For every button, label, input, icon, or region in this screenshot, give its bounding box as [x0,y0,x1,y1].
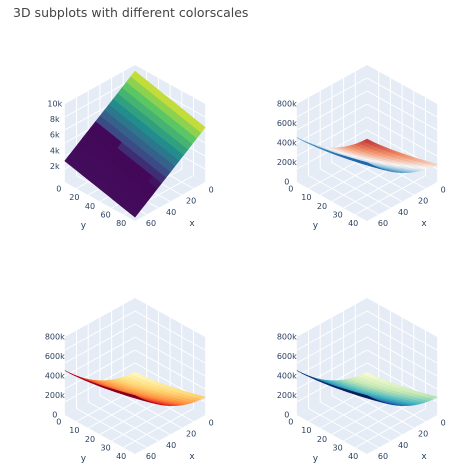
z-tick-label: 400k [277,372,297,381]
surface-patch [130,207,140,218]
y-tick-label: 0 [56,185,61,194]
x-tick-label: 60 [146,219,156,228]
x-tick-label: 0 [209,419,214,428]
z-tick-label: 800k [277,100,297,109]
y-axis-title: y [313,454,319,464]
x-tick-label: 60 [146,452,156,461]
x-tick-label: 40 [398,441,408,450]
y-tick-label: 30 [333,211,343,220]
z-tick-label: 600k [277,352,297,361]
surface-patch [362,394,372,398]
surface-patch [362,161,372,165]
y-axis-title: y [81,221,87,231]
x-tick-label: 20 [418,197,428,206]
surface [64,70,206,218]
y-tick-label: 0 [288,418,293,427]
z-tick-label: 4k [50,146,60,155]
surface [296,370,439,407]
x-tick-label: 40 [166,441,176,450]
y-tick-label: 60 [101,211,111,220]
x-tick-label: 40 [398,208,408,217]
z-tick-label: 200k [45,391,65,400]
y-tick-label: 80 [116,219,126,228]
x-tick-label: 0 [209,186,214,195]
y-tick-label: 30 [101,444,111,453]
z-tick-label: 800k [277,333,297,342]
z-tick-label: 10k [47,100,62,109]
surface [296,137,439,174]
y-tick-label: 20 [69,193,79,202]
z-tick-label: 6k [50,131,60,140]
y-tick-label: 10 [301,426,311,435]
x-tick-label: 20 [186,430,196,439]
subplot-bottom-left: 0 200k 400k 600k 800k 0 10 20 30 40 0 20 40 60 y x [45,298,214,464]
z-tick-label: 600k [277,119,297,128]
z-tick-label: 800k [45,333,65,342]
figure-title: 3D subplots with different colorscales [13,5,249,20]
z-tick-label: 400k [277,139,297,148]
y-tick-label: 10 [301,193,311,202]
y-tick-label: 10 [69,426,79,435]
subplot-top-left: 2k 4k 6k 8k 10k 0 20 40 60 80 0 20 40 60 y x [47,65,214,231]
y-axis-title: y [81,454,87,464]
x-tick-label: 40 [166,208,176,217]
x-tick-label: 0 [441,186,446,195]
z-tick-label: 600k [45,352,65,361]
z-tick-label: 0 [284,178,289,187]
subplot-top-right: 0 200k 400k 600k 800k 0 10 20 30 40 0 20 40 60 y x [277,65,446,231]
x-tick-label: 20 [418,430,428,439]
y-tick-label: 0 [56,418,61,427]
z-tick-label: 200k [277,391,297,400]
y-tick-label: 40 [116,452,126,461]
z-tick-label: 0 [284,411,289,420]
x-axis-title: x [189,219,195,229]
gridline [355,408,426,448]
y-tick-label: 20 [317,202,327,211]
z-tick-label: 400k [45,372,65,381]
x-tick-label: 60 [378,219,388,228]
y-tick-label: 40 [348,452,358,461]
z-tick-label: 2k [50,162,60,171]
x-tick-label: 20 [186,197,196,206]
x-axis-title: x [421,452,427,462]
gridline [123,408,194,448]
gridline [355,175,426,215]
z-tick-label: 8k [50,115,60,124]
subplot-bottom-right: 0 200k 400k 600k 800k 0 10 20 30 40 0 20 40 60 y x [277,298,446,464]
surface [64,370,207,407]
y-tick-label: 40 [85,202,95,211]
x-tick-label: 60 [378,452,388,461]
surface-patch [130,394,140,398]
y-axis-title: y [313,221,319,231]
y-tick-label: 40 [348,219,358,228]
x-tick-label: 0 [441,419,446,428]
z-tick-label: 0 [52,411,57,420]
y-tick-label: 20 [317,435,327,444]
x-axis-title: x [189,452,195,462]
y-tick-label: 0 [288,185,293,194]
x-axis-title: x [421,219,427,229]
y-tick-label: 20 [85,435,95,444]
z-tick-label: 200k [277,158,297,167]
y-tick-label: 30 [333,444,343,453]
